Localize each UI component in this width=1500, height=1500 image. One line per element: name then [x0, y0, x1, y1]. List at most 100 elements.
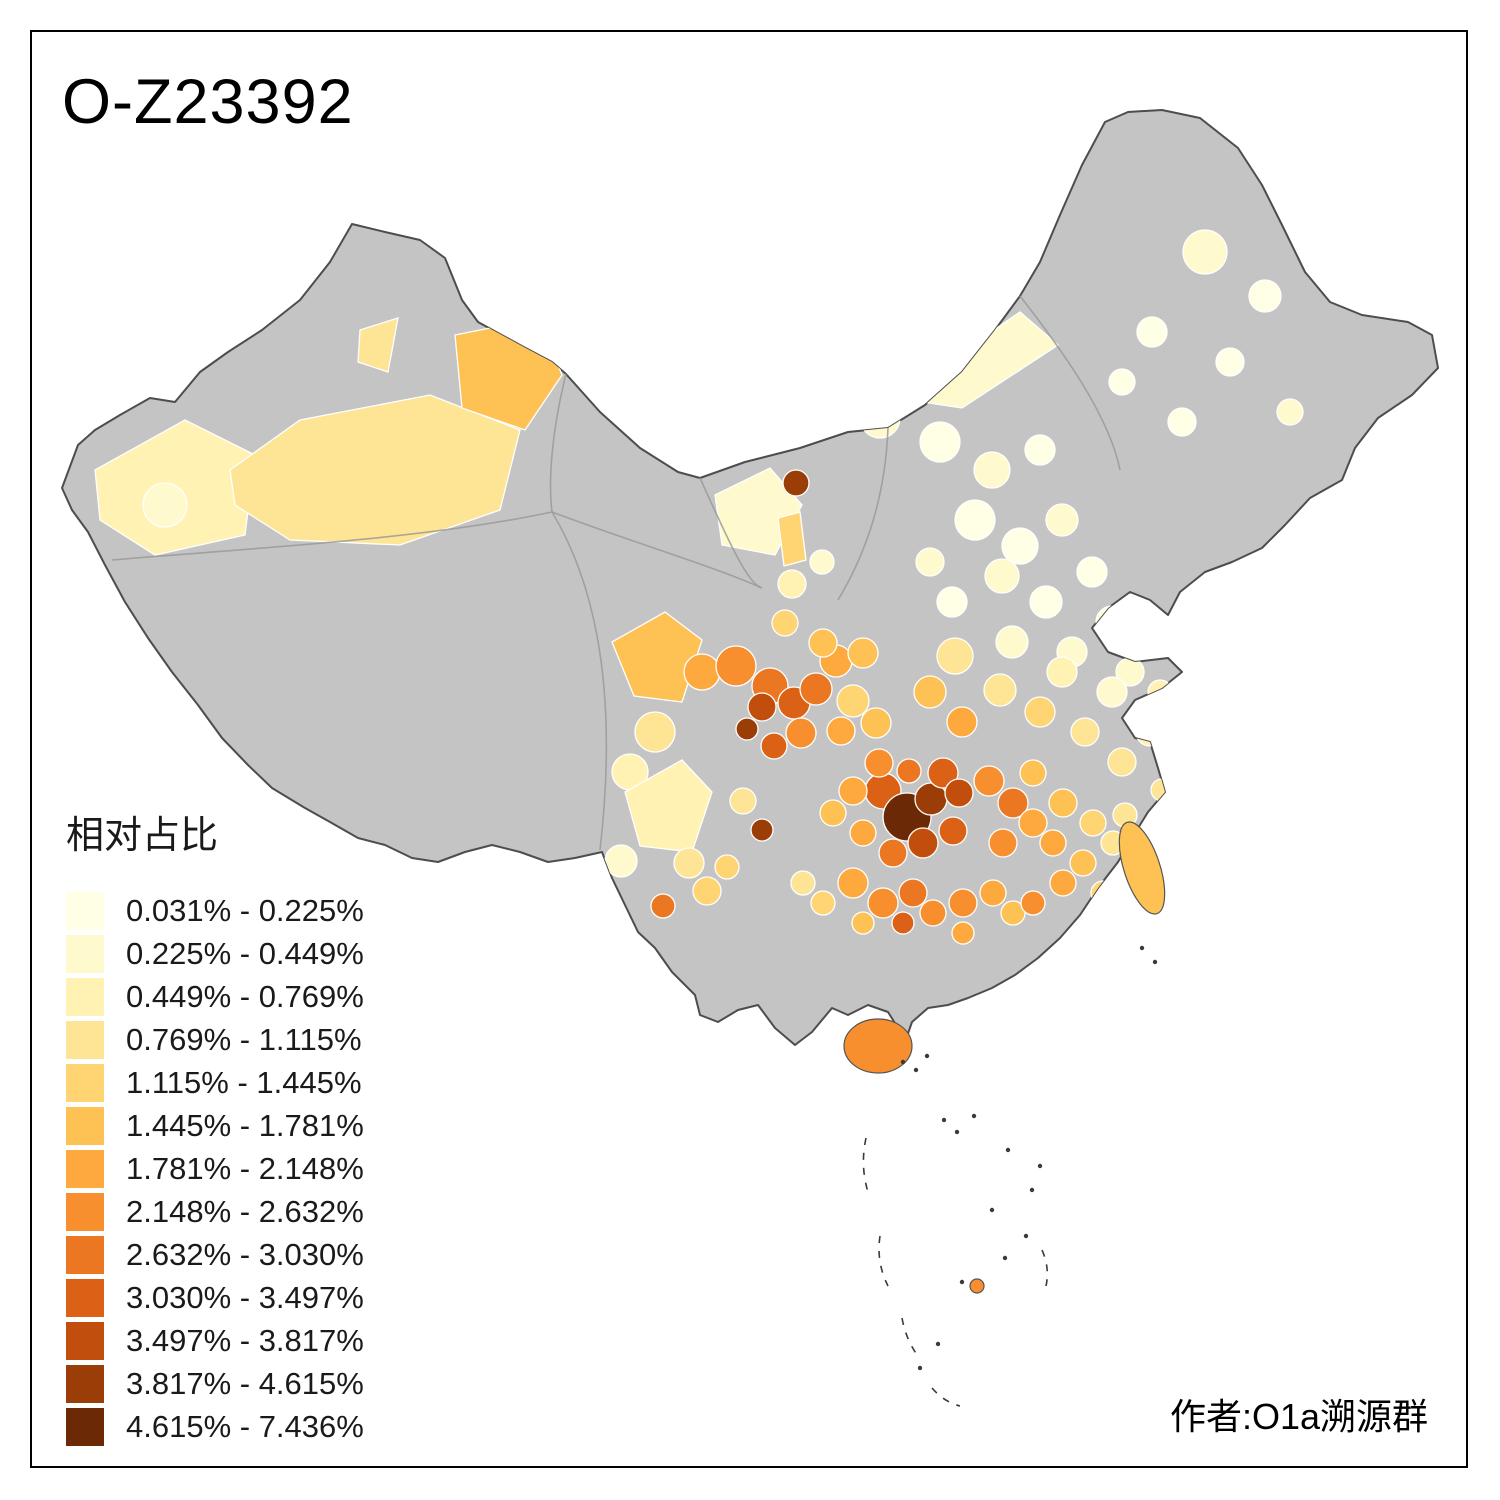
- legend-swatch: [66, 1278, 104, 1317]
- prefecture-region: [1096, 676, 1128, 708]
- legend-swatch: [66, 891, 104, 930]
- sea-islet-dot: [900, 1059, 906, 1065]
- prefecture-region: [997, 787, 1029, 819]
- prefecture-region: [604, 844, 638, 878]
- legend-item: 1.781% - 2.148%: [66, 1147, 364, 1190]
- legend-label: 0.769% - 1.115%: [126, 1021, 362, 1057]
- prefecture-region: [984, 558, 1020, 594]
- prefecture-region: [819, 799, 847, 827]
- legend-label: 1.115% - 1.445%: [126, 1064, 362, 1100]
- prefecture-region: [864, 748, 894, 778]
- legend-title: 相对占比: [66, 815, 219, 857]
- legend-item: 2.148% - 2.632%: [66, 1190, 364, 1233]
- prefecture-region: [860, 707, 892, 739]
- prefecture-region: [973, 451, 1011, 489]
- province-border-line: [837, 427, 889, 601]
- prefecture-region: [810, 890, 836, 916]
- sea-islet-dot: [1005, 1147, 1011, 1153]
- prefecture-region: [1039, 829, 1067, 857]
- prefecture-region: [898, 878, 928, 908]
- prefecture-region: [891, 911, 915, 935]
- legend-swatch: [66, 977, 104, 1016]
- prefecture-region: [1079, 809, 1107, 837]
- prefecture-region: [771, 609, 799, 637]
- sea-islet-dot: [941, 1117, 947, 1123]
- legend-swatch: [66, 934, 104, 973]
- legend-label: 1.445% - 1.781%: [126, 1107, 364, 1143]
- hainan-region: [843, 1018, 913, 1074]
- sea-islet-dot: [954, 1129, 960, 1135]
- sea-islet-dot: [1139, 945, 1145, 951]
- prefecture-region: [808, 628, 838, 658]
- legend-label: 2.148% - 2.632%: [126, 1193, 364, 1229]
- province-border-line: [549, 373, 567, 513]
- legend-swatch: [66, 1063, 104, 1102]
- attribution: 作者:O1a溯源群: [1169, 1396, 1428, 1437]
- sea-islet-dot: [971, 1113, 977, 1119]
- legend-label: 0.225% - 0.449%: [126, 935, 364, 971]
- prefecture-region: [715, 645, 757, 687]
- legend-swatch: [66, 1106, 104, 1145]
- prefecture-region: [1095, 605, 1129, 639]
- legend-item: 0.769% - 1.115%: [66, 1018, 364, 1061]
- prefecture-region: [1020, 890, 1046, 916]
- prefecture-region: [673, 847, 705, 879]
- province-border-line: [551, 511, 763, 589]
- prefecture-region: [782, 469, 810, 497]
- prefecture-region: [1000, 900, 1026, 926]
- prefecture-region: [919, 421, 961, 463]
- prefecture-region: [913, 675, 947, 709]
- prefecture-region: [777, 511, 807, 567]
- prefecture-region: [1150, 778, 1174, 802]
- prefecture-region: [936, 637, 974, 675]
- prefecture-region: [867, 887, 899, 919]
- prefecture-region: [1019, 759, 1047, 787]
- prefecture-region: [946, 706, 978, 738]
- legend-label: 4.615% - 7.436%: [126, 1408, 364, 1444]
- sea-islet-dot: [924, 1053, 930, 1059]
- prefecture-region: [951, 921, 975, 945]
- province-border-line: [699, 477, 763, 589]
- sea-islet-dot: [959, 1279, 965, 1285]
- prefecture-region: [1029, 585, 1063, 619]
- prefecture-region: [1248, 279, 1282, 313]
- prefecture-region: [683, 653, 721, 691]
- prefecture-region: [1001, 527, 1039, 565]
- prefecture-region: [760, 732, 788, 760]
- prefecture-region: [1048, 788, 1078, 818]
- prefecture-region: [896, 758, 922, 784]
- prefecture-region: [777, 569, 807, 599]
- legend-label: 3.497% - 3.817%: [126, 1322, 364, 1358]
- prefecture-region: [936, 586, 968, 618]
- legend-item: 4.615% - 7.436%: [66, 1405, 364, 1448]
- prefecture-region: [809, 549, 835, 575]
- legend-item: 0.449% - 0.769%: [66, 975, 364, 1018]
- prefecture-region: [1024, 696, 1056, 728]
- sea-dash-line: [862, 1137, 869, 1193]
- sea-islet-dot: [1023, 1233, 1029, 1239]
- page-title: O-Z23392: [62, 67, 354, 137]
- legend-swatch: [66, 1321, 104, 1360]
- legend-label: 3.817% - 4.615%: [126, 1365, 364, 1401]
- prefecture-region: [938, 816, 968, 846]
- prefecture-region: [919, 899, 947, 927]
- prefecture-region: [142, 482, 188, 528]
- legend-item: 1.445% - 1.781%: [66, 1104, 364, 1147]
- sea-islet-dot: [1037, 1163, 1043, 1169]
- prefecture-region: [954, 499, 996, 541]
- legend-swatch: [66, 1020, 104, 1059]
- prefecture-region: [785, 717, 817, 749]
- prefecture-region: [229, 394, 521, 546]
- legend-items: 0.031% - 0.225% 0.225% - 0.449% 0.449% - 0…: [66, 889, 364, 1448]
- prefecture-region: [799, 672, 833, 706]
- sea-dash-line: [901, 1317, 919, 1357]
- prefecture-region: [357, 317, 399, 373]
- prefecture-region: [836, 684, 870, 718]
- prefecture-region: [692, 876, 722, 906]
- legend-swatch: [66, 1407, 104, 1446]
- island-regions: [843, 821, 1166, 1294]
- legend-swatch: [66, 1149, 104, 1188]
- province-border-line: [1019, 295, 1121, 471]
- prefecture-region: [1182, 229, 1228, 275]
